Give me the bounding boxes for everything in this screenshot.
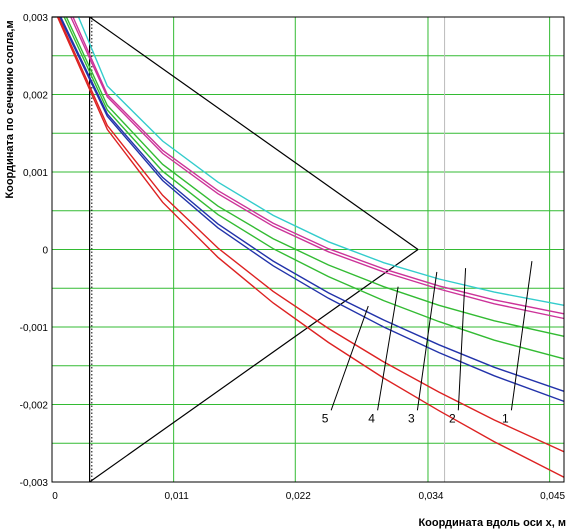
annotation-label-5: 5 [322, 411, 329, 425]
series-line-7 [57, 16, 565, 453]
series-line-2 [70, 16, 565, 320]
y-tick-labels: 0,003 0,002 0,001 0 -0,001 -0,002 -0,003 [20, 13, 49, 489]
grid [51, 16, 564, 483]
series-line-1 [72, 16, 565, 315]
annotation-label-2: 2 [449, 411, 456, 425]
series-line-4 [63, 16, 565, 360]
x-tick-label: 0,022 [286, 491, 311, 502]
series-line-8 [56, 16, 565, 478]
x-axis-label: Координата вдоль оси x, м [418, 517, 566, 529]
series-line-5 [60, 16, 565, 392]
annotation-label-4: 4 [368, 411, 375, 425]
y-tick-label: 0 [42, 246, 48, 257]
y-tick-label: -0,003 [20, 478, 49, 489]
y-tick-label: -0,002 [20, 401, 49, 412]
y-tick-label: 0,001 [23, 168, 48, 179]
outline-segment-3 [89, 249, 419, 483]
x-tick-label: 0,045 [540, 491, 565, 502]
annotation-leader-1 [510, 261, 533, 411]
y-tick-label: -0,001 [20, 323, 49, 334]
plot-frame [51, 16, 565, 483]
annotation-label-3: 3 [408, 411, 415, 425]
curve-annotations: 1 2 3 4 5 [322, 261, 533, 425]
series-line-0 [77, 16, 565, 306]
nozzle-outline [52, 16, 446, 483]
series-line-6 [59, 16, 565, 403]
series-lines [56, 16, 565, 478]
x-tick-label: 0,034 [418, 491, 443, 502]
annotation-leader-5 [330, 305, 369, 411]
series-line-3 [65, 16, 565, 337]
outline-segment-2 [89, 16, 419, 250]
x-tick-label: 0,011 [164, 491, 189, 502]
y-axis-label: Координата по сечению сопла,м [4, 20, 16, 198]
annotation-leader-3 [416, 271, 438, 411]
y-tick-label: 0,003 [23, 13, 48, 24]
x-tick-labels: 0 0,011 0,022 0,034 0,045 [52, 491, 565, 502]
annotation-leader-4 [377, 286, 399, 411]
y-tick-label: 0,002 [23, 91, 48, 102]
annotation-leader-2 [457, 268, 467, 411]
annotation-label-1: 1 [502, 411, 509, 425]
x-tick-label: 0 [52, 491, 58, 502]
